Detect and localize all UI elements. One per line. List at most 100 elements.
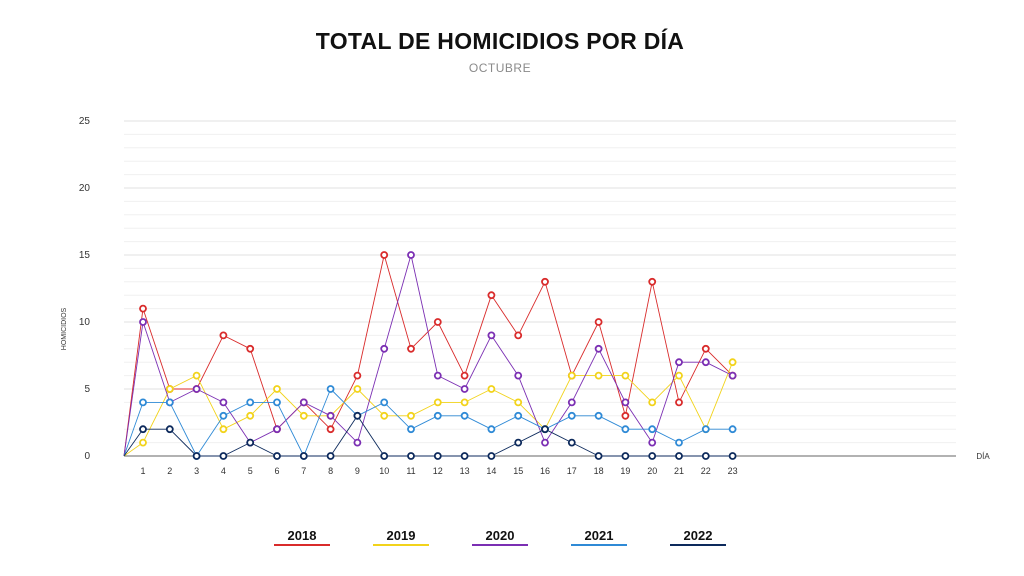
data-point-2020 — [648, 438, 657, 447]
x-tick-label: 15 — [513, 466, 523, 476]
x-tick-label: 1 — [140, 466, 145, 476]
y-tick-label: 25 — [79, 116, 91, 127]
data-point-2022 — [594, 452, 603, 460]
data-point-2020 — [675, 358, 683, 367]
data-point-2022 — [219, 452, 228, 460]
data-point-2022 — [460, 452, 469, 460]
series-line-2020 — [123, 254, 733, 457]
data-point-2022 — [675, 452, 683, 460]
data-point-2019 — [219, 425, 228, 434]
data-point-2018 — [246, 344, 255, 353]
data-point-2019 — [648, 398, 657, 407]
data-point-2021 — [326, 385, 335, 393]
data-point-2021 — [701, 425, 710, 434]
series-line-2019 — [123, 362, 734, 457]
data-point-2019 — [621, 371, 630, 380]
x-tick-label: 4 — [221, 466, 226, 476]
chart-title: TOTAL DE HOMICIDIOS POR DÍA — [315, 28, 685, 54]
data-point-2019 — [433, 398, 442, 407]
data-point-2021 — [219, 411, 228, 420]
data-point-2020 — [567, 398, 576, 407]
data-point-2018 — [487, 291, 496, 300]
data-point-2020 — [701, 358, 710, 367]
x-tick-label: 11 — [406, 466, 415, 476]
y-tick-label: 15 — [79, 250, 91, 261]
data-point-2019 — [594, 371, 603, 380]
legend-label-2021: 2021 — [585, 528, 614, 543]
data-point-2020 — [192, 385, 201, 393]
data-point-2018 — [326, 425, 335, 434]
data-point-2020 — [353, 438, 362, 447]
data-point-2018 — [541, 277, 549, 286]
x-tick-label: 3 — [194, 466, 199, 476]
data-point-2021 — [433, 411, 442, 420]
data-point-2019 — [380, 411, 389, 420]
data-point-2020 — [407, 251, 415, 259]
data-point-2022 — [701, 452, 710, 460]
data-point-2019 — [675, 371, 683, 380]
data-point-2018 — [648, 277, 657, 286]
data-point-2021 — [139, 398, 147, 407]
data-point-2018 — [433, 318, 442, 326]
data-point-2020 — [326, 411, 335, 420]
data-point-2019 — [353, 385, 362, 393]
data-point-2020 — [460, 385, 469, 393]
data-point-2019 — [273, 385, 281, 393]
data-point-2022 — [139, 425, 147, 434]
series-line-2022 — [123, 415, 733, 457]
data-point-2021 — [621, 425, 630, 434]
x-tick-label: 22 — [701, 466, 711, 476]
data-point-2020 — [273, 425, 281, 434]
data-point-2021 — [407, 425, 415, 434]
data-point-2022 — [246, 438, 255, 447]
x-tick-label: 23 — [728, 466, 738, 476]
series-line-2018 — [123, 254, 733, 457]
data-point-2020 — [380, 344, 389, 353]
x-tick-label: 16 — [540, 466, 550, 476]
data-point-2018 — [407, 344, 415, 353]
legend-label-2022: 2022 — [684, 528, 713, 543]
data-point-2021 — [246, 398, 255, 407]
data-point-2022 — [299, 452, 308, 460]
data-point-2019 — [407, 411, 415, 420]
grid-lines — [124, 120, 956, 444]
data-point-2019 — [567, 371, 576, 380]
data-point-2022 — [273, 452, 281, 460]
x-tick-label: 2 — [167, 466, 172, 476]
series-points — [139, 251, 737, 460]
data-point-2019 — [299, 411, 308, 420]
data-point-2022 — [165, 425, 174, 434]
data-point-2020 — [487, 331, 496, 340]
data-point-2020 — [541, 438, 549, 447]
data-point-2020 — [621, 398, 630, 407]
data-point-2020 — [219, 398, 228, 407]
x-tick-label: 7 — [301, 466, 306, 476]
data-point-2018 — [380, 251, 389, 259]
x-tick-label: 21 — [674, 466, 684, 476]
data-point-2021 — [273, 398, 281, 407]
x-tick-label: 14 — [486, 466, 496, 476]
x-tick-label: 18 — [594, 466, 604, 476]
data-point-2018 — [514, 331, 523, 340]
data-point-2021 — [675, 438, 683, 447]
y-tick-label: 20 — [79, 183, 91, 194]
data-point-2021 — [460, 411, 469, 420]
x-tick-label: 5 — [248, 466, 253, 476]
data-point-2022 — [380, 452, 389, 460]
y-tick-label: 5 — [84, 384, 90, 395]
data-point-2022 — [433, 452, 442, 460]
x-tick-label: 10 — [379, 466, 389, 476]
data-point-2021 — [567, 411, 576, 420]
data-point-2021 — [514, 411, 523, 420]
data-point-2018 — [621, 411, 630, 420]
data-point-2019 — [139, 438, 147, 447]
data-point-2020 — [514, 371, 523, 380]
data-point-2020 — [299, 398, 308, 407]
data-point-2021 — [728, 425, 737, 434]
data-point-2022 — [353, 411, 362, 420]
data-point-2021 — [380, 398, 389, 407]
data-point-2019 — [192, 371, 201, 380]
chart-subtitle: OCTUBRE — [468, 61, 532, 75]
